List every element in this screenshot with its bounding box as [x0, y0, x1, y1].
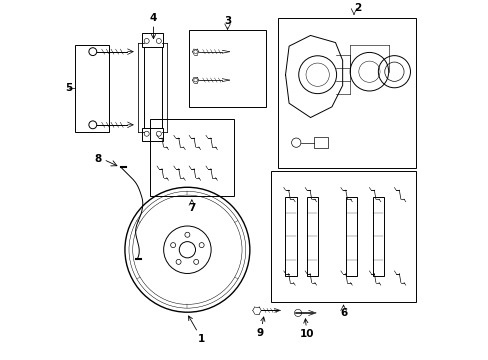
Bar	[142, 128, 163, 141]
Bar	[271, 171, 415, 302]
Bar	[189, 30, 265, 107]
Bar	[75, 45, 109, 132]
Bar	[372, 197, 383, 276]
Text: 9: 9	[257, 317, 264, 338]
Text: 8: 8	[94, 154, 102, 164]
Text: 1: 1	[188, 316, 205, 344]
Bar	[345, 197, 357, 276]
Bar	[150, 120, 233, 196]
Bar	[285, 197, 296, 276]
Text: 2: 2	[353, 3, 361, 13]
Text: 3: 3	[224, 16, 231, 26]
Bar	[278, 18, 415, 168]
Text: 6: 6	[339, 308, 346, 318]
Text: 4: 4	[149, 13, 157, 39]
Text: 7: 7	[188, 203, 195, 213]
Text: 10: 10	[299, 319, 314, 339]
Text: 5: 5	[65, 83, 72, 93]
Bar	[142, 33, 163, 47]
Bar	[306, 197, 317, 276]
Bar	[313, 137, 327, 148]
